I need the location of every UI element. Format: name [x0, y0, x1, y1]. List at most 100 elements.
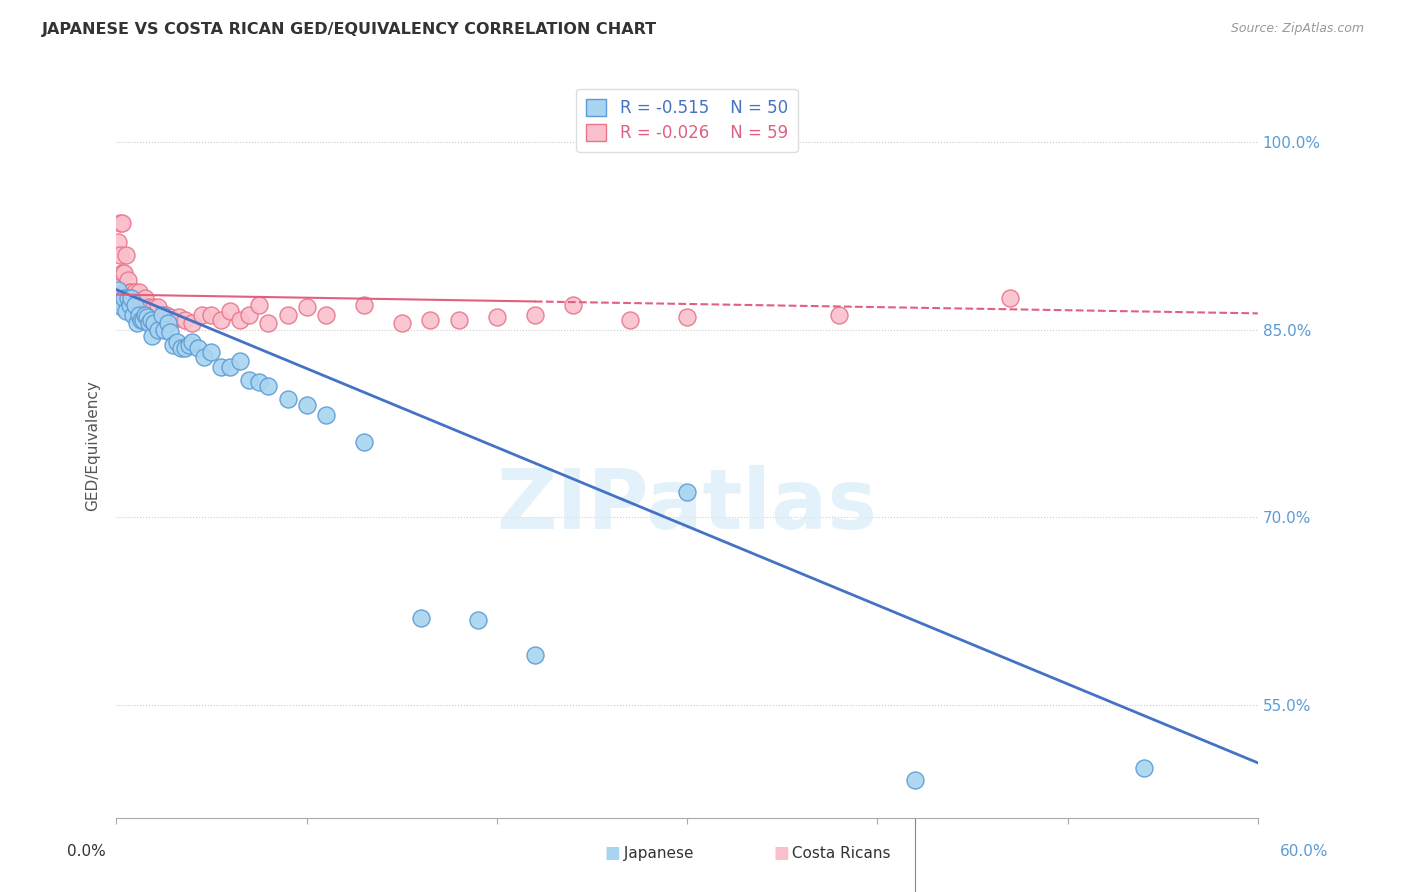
- Point: [1132, 761, 1154, 775]
- Y-axis label: GED/Equivalency: GED/Equivalency: [86, 380, 100, 511]
- Point: [181, 317, 204, 331]
- Point: [828, 308, 851, 322]
- Point: [132, 297, 155, 311]
- Point: [127, 317, 149, 331]
- Point: [129, 312, 152, 326]
- Point: [153, 323, 176, 337]
- Point: [150, 312, 173, 326]
- Point: [134, 291, 156, 305]
- Point: [162, 337, 184, 351]
- Point: [257, 317, 280, 331]
- Point: [118, 297, 141, 311]
- Point: [167, 310, 190, 325]
- Point: [128, 285, 150, 299]
- Point: [238, 308, 260, 322]
- Point: [187, 342, 209, 356]
- Point: [111, 266, 134, 280]
- Point: [127, 297, 149, 311]
- Point: [107, 291, 129, 305]
- Point: [150, 308, 173, 322]
- Point: [1000, 291, 1022, 305]
- Point: [276, 308, 298, 322]
- Text: Costa Ricans: Costa Ricans: [787, 847, 891, 861]
- Point: [209, 312, 232, 326]
- Point: [353, 297, 375, 311]
- Point: [135, 308, 157, 322]
- Point: [121, 291, 143, 305]
- Point: [676, 310, 699, 325]
- Point: [159, 310, 181, 325]
- Point: [467, 613, 489, 627]
- Point: [193, 350, 215, 364]
- Point: [117, 272, 139, 286]
- Point: [238, 373, 260, 387]
- Point: [162, 312, 184, 326]
- Point: [173, 342, 195, 356]
- Point: [295, 300, 318, 314]
- Point: [124, 295, 146, 310]
- Point: [107, 235, 129, 249]
- Point: [117, 291, 139, 305]
- Point: [146, 300, 169, 314]
- Point: [108, 216, 131, 230]
- Point: [146, 323, 169, 337]
- Point: [112, 266, 135, 280]
- Point: [138, 317, 160, 331]
- Point: [229, 312, 252, 326]
- Point: [124, 285, 146, 299]
- Text: ZIPatlas: ZIPatlas: [496, 465, 877, 546]
- Point: [191, 308, 214, 322]
- Point: [132, 312, 155, 326]
- Point: [122, 308, 145, 322]
- Point: [200, 308, 222, 322]
- Point: [117, 297, 139, 311]
- Point: [159, 325, 181, 339]
- Point: [124, 297, 146, 311]
- Point: [128, 308, 150, 322]
- Point: [118, 285, 141, 299]
- Point: [145, 310, 167, 325]
- Point: [276, 392, 298, 406]
- Point: [177, 337, 200, 351]
- Point: [200, 345, 222, 359]
- Text: 60.0%: 60.0%: [1281, 845, 1329, 859]
- Point: [112, 291, 135, 305]
- Text: ■: ■: [605, 844, 620, 862]
- Text: JAPANESE VS COSTA RICAN GED/EQUIVALENCY CORRELATION CHART: JAPANESE VS COSTA RICAN GED/EQUIVALENCY …: [42, 22, 657, 37]
- Point: [111, 216, 134, 230]
- Point: [121, 285, 143, 299]
- Point: [447, 312, 470, 326]
- Point: [904, 773, 927, 788]
- Point: [173, 312, 195, 326]
- Point: [141, 317, 163, 331]
- Point: [139, 312, 162, 326]
- Point: [155, 308, 177, 322]
- Point: [257, 379, 280, 393]
- Point: [353, 435, 375, 450]
- Point: [523, 308, 546, 322]
- Point: [122, 297, 145, 311]
- Point: [139, 308, 162, 322]
- Point: [485, 310, 508, 325]
- Text: ■: ■: [773, 844, 789, 862]
- Point: [134, 308, 156, 322]
- Point: [229, 354, 252, 368]
- Point: [419, 312, 441, 326]
- Point: [107, 283, 129, 297]
- Point: [114, 303, 136, 318]
- Point: [619, 312, 641, 326]
- Text: Japanese: Japanese: [619, 847, 693, 861]
- Point: [111, 300, 134, 314]
- Point: [219, 303, 242, 318]
- Point: [247, 376, 270, 390]
- Point: [114, 247, 136, 261]
- Point: [121, 303, 143, 318]
- Point: [295, 398, 318, 412]
- Point: [114, 285, 136, 299]
- Point: [143, 317, 166, 331]
- Point: [143, 300, 166, 314]
- Point: [181, 335, 204, 350]
- Point: [523, 648, 546, 662]
- Point: [409, 610, 432, 624]
- Point: [247, 297, 270, 311]
